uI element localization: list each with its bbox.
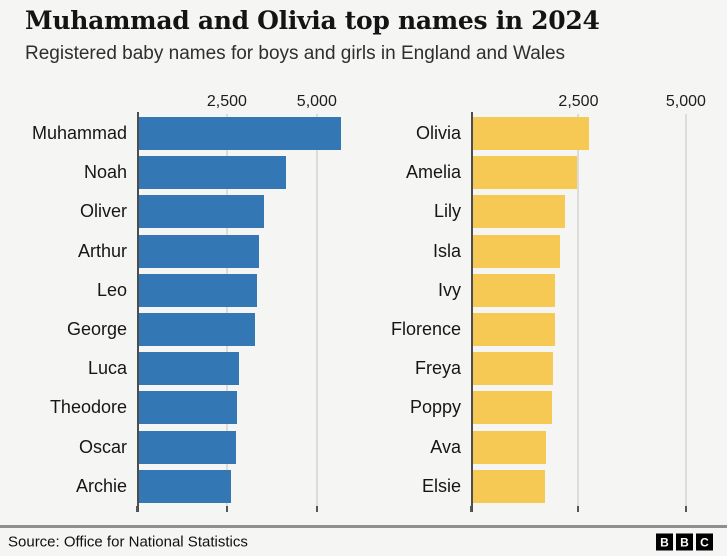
footer: Source: Office for National Statistics B… xyxy=(0,525,727,556)
girls-category-labels: Olivia Amelia Lily Isla Ivy Florence Freya Popp… xyxy=(375,114,471,506)
axis-tick-mark xyxy=(225,506,228,512)
bar-row xyxy=(471,428,713,467)
category-label: Freya xyxy=(414,358,461,379)
bar-row xyxy=(471,467,713,506)
bar-muhammad xyxy=(137,117,342,150)
category-label: Elsie xyxy=(421,475,461,496)
bar-row xyxy=(471,114,713,153)
bar-olivia xyxy=(471,117,589,150)
category-label: Ava xyxy=(430,436,461,457)
axis-tick-mark xyxy=(470,506,472,512)
bar-row xyxy=(471,271,713,310)
bbc-logo-block: B xyxy=(676,533,693,551)
bar-luca xyxy=(137,352,240,386)
category-label: Leo xyxy=(96,279,127,300)
bar-leo xyxy=(137,273,258,307)
bar-row xyxy=(471,388,713,427)
bar-arthur xyxy=(137,234,259,268)
category-label: Lily xyxy=(433,201,461,222)
axis-tick-mark xyxy=(315,506,318,512)
gridline xyxy=(315,114,318,506)
source-note: Source: Office for National Statistics xyxy=(8,533,248,551)
category-label: Oliver xyxy=(79,201,127,222)
category-label: Archie xyxy=(75,475,127,496)
boys-axis-ticks: 2,500 5,000 xyxy=(137,86,360,114)
girls-chart: 2,500 5,000 Olivia Amelia Lily Isla Ivy Floren… xyxy=(375,86,713,512)
page-subtitle: Registered baby names for boys and girls… xyxy=(25,43,566,64)
bar-row xyxy=(471,310,713,349)
girls-y-axis-line xyxy=(471,112,473,512)
axis-tick-label: 5,000 xyxy=(296,93,337,110)
boys-chart: 2,500 5,000 Muhammad Noah Oliver Arthur Leo Ge… xyxy=(0,86,360,512)
bar-elsie xyxy=(471,469,545,503)
bar-row xyxy=(137,271,360,310)
bar-row xyxy=(471,232,713,271)
bar-row xyxy=(471,349,713,388)
bar-freya xyxy=(471,352,554,386)
category-label: George xyxy=(66,318,127,339)
category-label: Theodore xyxy=(49,397,127,418)
bbc-logo-block: B xyxy=(656,533,673,551)
bar-poppy xyxy=(471,391,553,425)
bar-theodore xyxy=(137,391,237,425)
bar-isla xyxy=(471,234,560,268)
bar-florence xyxy=(471,312,555,346)
bbc-logo-block: C xyxy=(696,533,713,551)
category-label: Florence xyxy=(390,318,461,339)
category-label: Olivia xyxy=(415,123,461,143)
girls-axis-ticks: 2,500 5,000 xyxy=(471,86,713,114)
boys-plot-area xyxy=(136,112,360,512)
boys-y-axis-line xyxy=(137,112,139,512)
bar-archie xyxy=(137,469,231,503)
category-label: Poppy xyxy=(409,397,461,418)
axis-tick-label: 2,500 xyxy=(206,93,247,110)
bar-row xyxy=(137,153,360,192)
bar-row xyxy=(137,428,360,467)
bar-row xyxy=(137,232,360,271)
axis-tick-mark xyxy=(577,506,580,512)
gridline xyxy=(577,114,580,506)
bar-row xyxy=(137,388,360,427)
category-label: Arthur xyxy=(77,240,127,261)
boys-category-labels: Muhammad Noah Oliver Arthur Leo George Luca The… xyxy=(0,114,137,506)
bar-row xyxy=(137,192,360,231)
bar-row xyxy=(471,153,713,192)
axis-tick-mark xyxy=(136,506,138,512)
gridline xyxy=(684,114,687,506)
axis-tick-label: 5,000 xyxy=(665,93,706,110)
girls-plot-area xyxy=(470,112,713,512)
bar-ivy xyxy=(471,273,556,307)
bar-oliver xyxy=(137,195,264,229)
bar-lily xyxy=(471,195,566,229)
bar-row xyxy=(137,467,360,506)
page-title: Muhammad and Olivia top names in 2024 xyxy=(25,6,600,35)
bar-amelia xyxy=(471,156,577,190)
category-label: Ivy xyxy=(437,279,461,300)
bar-oscar xyxy=(137,430,237,464)
category-label: Isla xyxy=(432,240,461,261)
gridline xyxy=(225,114,228,506)
bar-george xyxy=(137,312,256,346)
bar-noah xyxy=(137,156,286,190)
bar-row xyxy=(137,114,360,153)
axis-tick-mark xyxy=(684,506,687,512)
axis-tick-label: 2,500 xyxy=(558,93,599,110)
bar-ava xyxy=(471,430,547,464)
bar-row xyxy=(137,310,360,349)
category-label: Oscar xyxy=(78,436,127,457)
bbc-logo: B B C xyxy=(656,533,713,551)
category-label: Luca xyxy=(87,358,127,379)
category-label: Amelia xyxy=(405,162,461,183)
category-label: Muhammad xyxy=(31,123,127,143)
category-label: Noah xyxy=(83,162,127,183)
bar-row xyxy=(471,192,713,231)
bar-row xyxy=(137,349,360,388)
